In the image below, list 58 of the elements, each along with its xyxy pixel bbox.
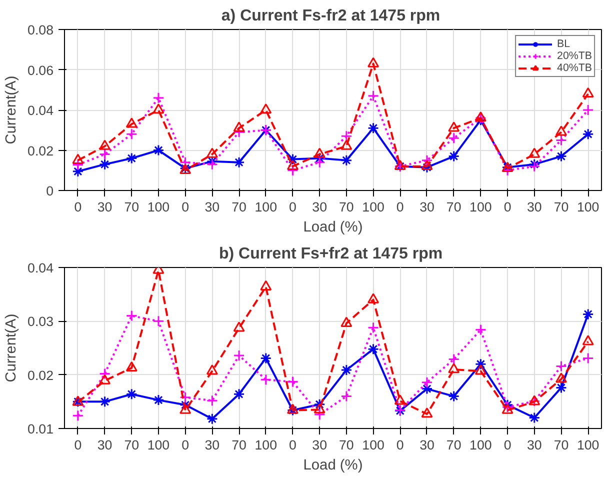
x-tick-label: 0	[182, 200, 190, 214]
x-tick-label: 30	[312, 200, 327, 214]
y-axis-title: Current(A)	[4, 76, 20, 144]
x-tick-label: 0	[74, 438, 82, 452]
x-tick-label: 0	[504, 438, 512, 452]
x-tick-label: 100	[576, 438, 600, 452]
x-tick-label: 100	[362, 200, 384, 214]
x-tick-label: 70	[554, 438, 569, 452]
x-tick-label: 30	[97, 200, 112, 214]
y-tick-label: 0	[46, 184, 54, 198]
legend-label: 20%TB	[557, 50, 592, 62]
y-tick-label: 0.06	[28, 62, 54, 78]
x-tick-label: 0	[396, 438, 404, 452]
x-tick-label: 70	[339, 200, 354, 214]
x-tick-label: 100	[254, 200, 278, 214]
x-tick-label: 0	[289, 200, 296, 214]
x-tick-label: 70	[554, 200, 569, 214]
y-axis-title: Current(A)	[4, 314, 20, 382]
chart-title: a) Current Fs-fr2 at 1475 rpm	[221, 8, 440, 24]
x-tick-label: 70	[339, 438, 354, 452]
x-tick-label: 30	[526, 438, 542, 452]
x-tick-label: 100	[576, 200, 600, 214]
y-tick-label: 0.04	[28, 103, 54, 118]
x-tick-label: 0	[182, 438, 190, 452]
x-tick-label: 70	[446, 438, 462, 452]
x-tick-label: 70	[232, 438, 246, 452]
x-tick-label: 30	[312, 438, 327, 452]
x-tick-label: 0	[74, 200, 82, 214]
x-tick-label: 30	[204, 200, 220, 214]
y-tick-label: 0.02	[28, 368, 54, 383]
legend-label: BL	[557, 38, 572, 50]
x-tick-label: 30	[526, 200, 542, 214]
chart-title: b) Current Fs+fr2 at 1475 rpm	[218, 246, 443, 262]
x-tick-label: 100	[362, 438, 384, 452]
x-tick-label: 70	[446, 200, 462, 214]
x-tick-label: 70	[124, 438, 140, 452]
x-tick-label: 100	[470, 200, 492, 214]
x-tick-label: 100	[254, 438, 278, 452]
x-tick-label: 100	[147, 200, 170, 214]
x-tick-label: 70	[124, 200, 140, 214]
y-tick-label: 0.03	[28, 314, 54, 330]
x-tick-label: 100	[147, 438, 170, 452]
y-tick-label: 0.04	[28, 260, 54, 276]
y-tick-label: 0.02	[28, 143, 54, 158]
x-tick-label: 0	[504, 200, 512, 214]
x-tick-label: 70	[232, 200, 246, 214]
legend-label: 40%TB	[557, 62, 592, 74]
x-tick-label: 30	[204, 438, 220, 452]
x-axis-title: Load (%)	[303, 458, 363, 474]
x-tick-label: 30	[420, 200, 434, 214]
x-tick-label: 100	[470, 438, 492, 452]
x-tick-label: 0	[396, 200, 404, 214]
y-tick-label: 0.08	[28, 22, 54, 38]
x-tick-label: 30	[420, 438, 434, 452]
x-tick-label: 30	[97, 438, 112, 452]
y-tick-label: 0.01	[28, 422, 54, 436]
x-axis-title: Load (%)	[303, 220, 363, 236]
x-tick-label: 0	[289, 438, 296, 452]
